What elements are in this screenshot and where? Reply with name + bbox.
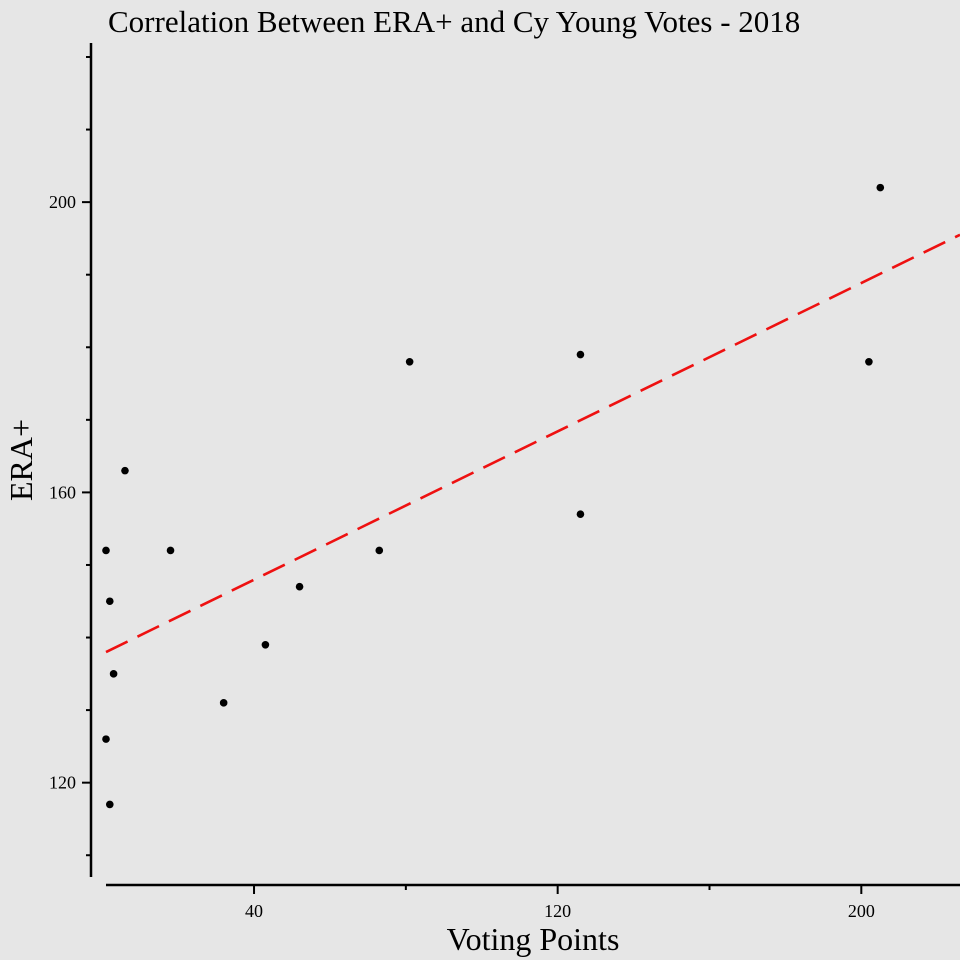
data-point-13 xyxy=(576,510,585,518)
data-point-10 xyxy=(375,546,384,555)
data-point-9 xyxy=(295,582,304,591)
axes: 120 160 200 40 120 200 xyxy=(49,43,960,921)
points-layer xyxy=(102,183,885,809)
data-point-3 xyxy=(105,800,114,809)
data-point-11 xyxy=(405,357,414,366)
data-point-12 xyxy=(576,350,585,359)
chart-title: Correlation Between ERA+ and Cy Young Vo… xyxy=(108,4,800,39)
trendline-layer xyxy=(105,233,960,654)
y-axis-label: ERA+ xyxy=(3,419,39,501)
data-point-6 xyxy=(166,546,175,555)
x-tick-label-120: 120 xyxy=(544,901,571,921)
data-point-5 xyxy=(121,466,129,475)
y-tick-label-120: 120 xyxy=(49,773,76,793)
trendline xyxy=(105,233,960,654)
data-point-4 xyxy=(109,670,118,678)
y-tick-label-160: 160 xyxy=(49,482,76,502)
data-point-2 xyxy=(102,735,110,743)
data-point-1 xyxy=(105,597,114,606)
y-tick-label-200: 200 xyxy=(49,192,76,212)
data-point-14 xyxy=(865,357,873,366)
x-axis-label: Voting Points xyxy=(447,921,620,957)
data-point-15 xyxy=(876,183,885,192)
data-point-8 xyxy=(261,640,270,649)
x-tick-label-40: 40 xyxy=(245,901,263,921)
x-tick-label-200: 200 xyxy=(848,901,875,921)
data-point-7 xyxy=(219,699,228,707)
data-point-0 xyxy=(102,546,110,555)
